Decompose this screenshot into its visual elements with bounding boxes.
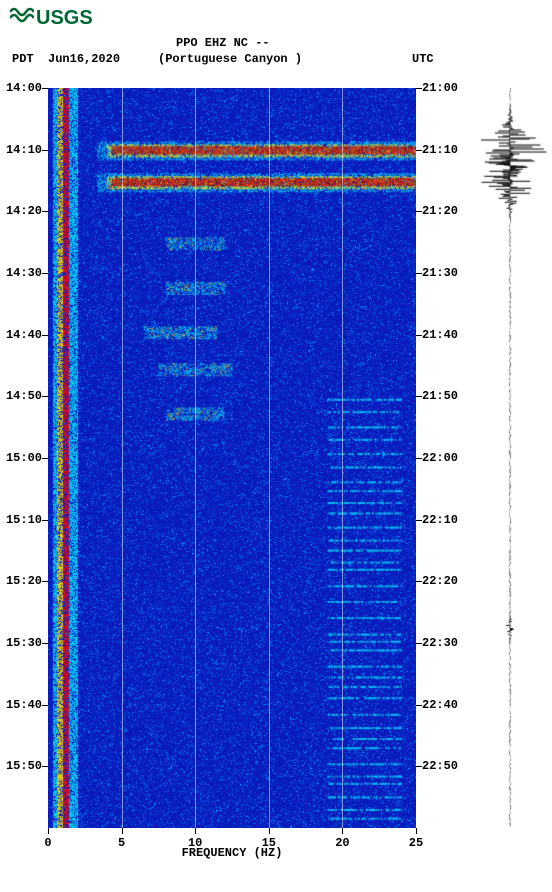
pdt-tick-label: 14:40	[6, 328, 42, 342]
utc-tick-label: 21:20	[422, 204, 458, 218]
station-code: PPO EHZ NC --	[176, 36, 270, 50]
pdt-tick-label: 14:00	[6, 81, 42, 95]
location-label: (Portuguese Canyon )	[158, 52, 302, 66]
x-axis-label: FREQUENCY (HZ)	[48, 846, 416, 860]
utc-tick-label: 22:20	[422, 574, 458, 588]
header-left: PDT Jun16,2020	[12, 52, 120, 66]
utc-tick-label: 22:40	[422, 698, 458, 712]
utc-tick-label: 22:00	[422, 451, 458, 465]
gridline	[195, 88, 196, 828]
utc-tick-label: 22:50	[422, 759, 458, 773]
right-time-axis: 21:0021:1021:2021:3021:4021:5022:0022:10…	[416, 88, 466, 828]
pdt-tick-label: 15:10	[6, 513, 42, 527]
spectrogram-plot	[48, 88, 416, 828]
pdt-tick-label: 15:50	[6, 759, 42, 773]
waveform-canvas	[470, 88, 550, 828]
waveform-strip	[470, 88, 550, 828]
pdt-tick-label: 14:50	[6, 389, 42, 403]
left-time-axis: 14:0014:1014:2014:3014:4014:5015:0015:10…	[0, 88, 48, 828]
usgs-logo: USGS	[10, 6, 93, 30]
usgs-logo-text: USGS	[36, 7, 93, 30]
utc-tick-label: 21:10	[422, 143, 458, 157]
utc-tick-label: 22:30	[422, 636, 458, 650]
gridline	[342, 88, 343, 828]
date-label: Jun16,2020	[48, 52, 120, 66]
pdt-tick-label: 14:10	[6, 143, 42, 157]
pdt-tick-label: 15:20	[6, 574, 42, 588]
spectrogram-canvas	[48, 88, 416, 828]
pdt-label: PDT	[12, 52, 34, 66]
utc-tick-label: 22:10	[422, 513, 458, 527]
usgs-wave-icon	[10, 6, 34, 30]
gridline	[122, 88, 123, 828]
utc-tick-label: 21:50	[422, 389, 458, 403]
pdt-tick-label: 15:40	[6, 698, 42, 712]
utc-label: UTC	[412, 52, 434, 66]
pdt-tick-label: 15:00	[6, 451, 42, 465]
utc-tick-label: 21:30	[422, 266, 458, 280]
pdt-tick-label: 14:20	[6, 204, 42, 218]
pdt-tick-label: 14:30	[6, 266, 42, 280]
utc-tick-label: 21:40	[422, 328, 458, 342]
gridline	[269, 88, 270, 828]
utc-tick-label: 21:00	[422, 81, 458, 95]
pdt-tick-label: 15:30	[6, 636, 42, 650]
